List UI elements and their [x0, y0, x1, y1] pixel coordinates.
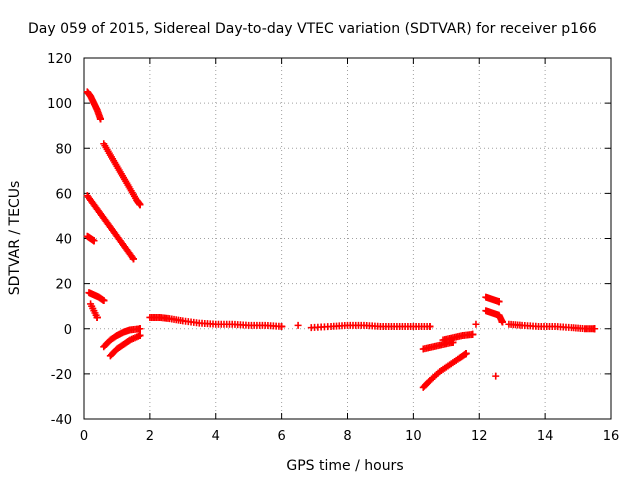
data-point	[136, 332, 144, 340]
data-point	[129, 255, 137, 263]
data-points	[83, 88, 599, 391]
series-arc-16	[482, 293, 503, 306]
series-arc-14	[419, 350, 470, 391]
x-tick-label: 16	[603, 429, 620, 444]
series-arc-6	[87, 300, 101, 321]
y-tick-label: 120	[47, 52, 72, 67]
y-tick-label: 0	[64, 323, 72, 338]
series-arc-9	[146, 313, 286, 330]
data-point	[90, 237, 98, 245]
data-point	[96, 115, 104, 123]
y-tick-label: 100	[47, 97, 72, 112]
series-arc-11	[307, 321, 434, 332]
series-arc-4	[83, 232, 98, 245]
series-arc-8	[106, 332, 144, 360]
data-point	[462, 350, 470, 358]
data-point	[136, 201, 144, 209]
data-point	[498, 318, 506, 326]
x-tick-label: 6	[277, 429, 285, 444]
y-tick-label: 20	[55, 278, 72, 293]
data-point	[469, 330, 477, 338]
series-arc-1	[83, 88, 104, 123]
series-arc-15	[472, 320, 480, 328]
data-point	[93, 313, 101, 321]
chart-title: Day 059 of 2015, Sidereal Day-to-day VTE…	[28, 21, 597, 37]
data-point	[426, 322, 434, 330]
series-arc-13	[439, 330, 477, 344]
data-point	[136, 325, 144, 333]
x-tick-label: 12	[471, 429, 488, 444]
x-axis-label: GPS time / hours	[286, 458, 403, 474]
data-point	[294, 321, 302, 329]
series-arc-10	[294, 321, 302, 329]
y-axis-label: SDTVAR / TECUs	[7, 181, 23, 296]
series-arc-3	[83, 192, 137, 263]
y-tick-label: 60	[55, 187, 72, 202]
data-point	[278, 322, 286, 330]
y-tick-label: 80	[55, 142, 72, 157]
grid-lines	[84, 58, 611, 419]
data-point	[100, 297, 108, 305]
series-arc-18	[492, 372, 500, 380]
series-arc-5	[85, 289, 108, 305]
data-point	[472, 320, 480, 328]
data-point	[591, 325, 599, 333]
axis-ticks	[83, 57, 612, 420]
x-tick-label: 10	[405, 429, 422, 444]
y-tick-label: 40	[55, 233, 72, 248]
y-tick-label: -20	[51, 368, 72, 383]
series-arc-17	[482, 307, 506, 326]
series-arc-19	[505, 320, 599, 333]
x-tick-label: 4	[212, 429, 220, 444]
y-tick-label: -40	[51, 413, 72, 428]
x-tick-label: 8	[343, 429, 351, 444]
tick-labels: 0 2 4 6 8 10 12 14 16 -40 -20 0 20 40 60 80 100 120	[47, 52, 619, 444]
x-tick-label: 14	[537, 429, 554, 444]
series-arc-7	[100, 325, 144, 351]
data-point	[495, 298, 503, 306]
data-point	[492, 372, 500, 380]
series-arc-2	[100, 140, 144, 209]
x-tick-label: 0	[80, 429, 88, 444]
data-point	[128, 253, 136, 261]
x-tick-label: 2	[146, 429, 154, 444]
